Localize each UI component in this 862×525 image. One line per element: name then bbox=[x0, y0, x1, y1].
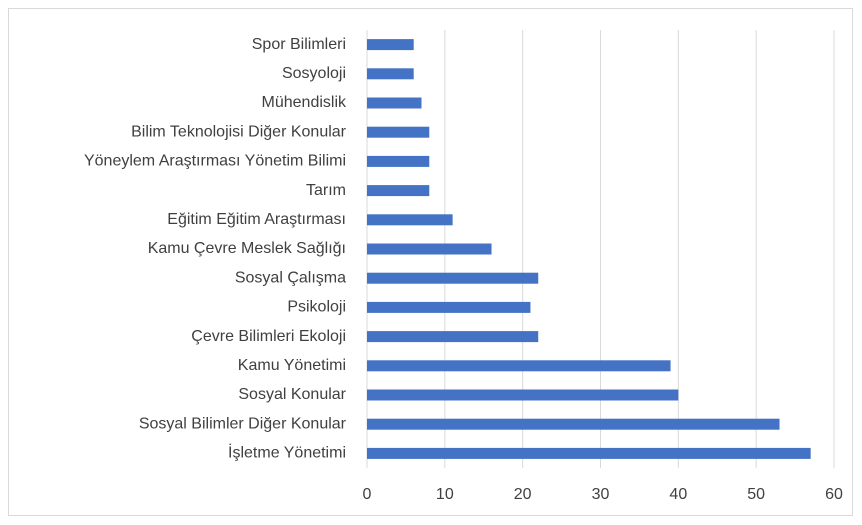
y-tick-label: Sosyoloji bbox=[282, 65, 346, 82]
y-tick-label: Yöneylem Araştırması Yönetim Bilimi bbox=[84, 153, 346, 170]
bar bbox=[367, 39, 414, 51]
y-tick-label: Bilim Teknolojisi Diğer Konular bbox=[131, 123, 347, 140]
bar bbox=[367, 389, 679, 401]
bar bbox=[367, 214, 453, 226]
y-tick-label: Sosyal Bilimler Diğer Konular bbox=[139, 415, 347, 432]
y-tick-label: İşletme Yönetimi bbox=[228, 443, 346, 462]
bar bbox=[367, 447, 811, 459]
bar bbox=[367, 155, 430, 167]
y-tick-label: Sosyal Çalışma bbox=[235, 269, 346, 286]
chart-border bbox=[8, 8, 853, 516]
bar bbox=[367, 185, 430, 197]
bar bbox=[367, 126, 430, 138]
y-tick-label: Tarım bbox=[306, 182, 346, 199]
bar bbox=[367, 243, 492, 255]
x-tick-label: 30 bbox=[592, 486, 610, 503]
x-tick-label: 40 bbox=[669, 486, 687, 503]
y-tick-label: Spor Bilimleri bbox=[252, 36, 346, 53]
bar bbox=[367, 360, 671, 372]
y-tick-label: Kamu Çevre Meslek Sağlığı bbox=[148, 240, 346, 257]
x-tick-label: 50 bbox=[747, 486, 765, 503]
bar bbox=[367, 97, 422, 109]
y-tick-label: Eğitim Eğitim Araştırması bbox=[167, 211, 346, 228]
bar bbox=[367, 68, 414, 80]
bar bbox=[367, 301, 531, 313]
y-tick-label: Çevre Bilimleri Ekoloji bbox=[191, 328, 346, 345]
x-tick-label: 60 bbox=[825, 486, 843, 503]
bar bbox=[367, 331, 539, 343]
y-tick-label: Sosyal Konular bbox=[238, 386, 346, 403]
bar bbox=[367, 272, 539, 284]
bar bbox=[367, 418, 780, 430]
y-tick-label: Mühendislik bbox=[262, 94, 347, 111]
y-tick-label: Kamu Yönetimi bbox=[238, 357, 346, 374]
x-tick-label: 20 bbox=[514, 486, 532, 503]
y-tick-label: Psikoloji bbox=[287, 299, 346, 316]
x-tick-label: 0 bbox=[363, 486, 372, 503]
x-tick-label: 10 bbox=[436, 486, 454, 503]
